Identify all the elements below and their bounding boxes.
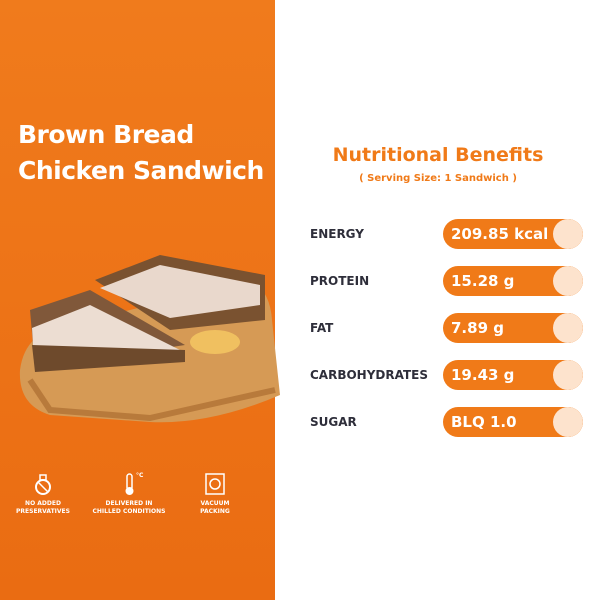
nutrient-label: PROTEIN [310, 274, 370, 288]
badge-label: CHILLED CONDITIONS [92, 508, 166, 515]
pill-cap [553, 266, 583, 296]
nutrition-heading: Nutritional Benefits [332, 144, 544, 166]
badge-label: NO ADDED [25, 500, 61, 507]
badge-label: PACKING [200, 508, 230, 515]
badge-icon [125, 473, 134, 495]
pill-cap [553, 219, 583, 249]
nutrient-label: SUGAR [310, 415, 357, 429]
badge-label: PRESERVATIVES [16, 508, 70, 515]
badge-icon-text: °C [136, 472, 144, 479]
pill-cap [553, 407, 583, 437]
badge-label: DELIVERED IN [105, 500, 153, 507]
pill-cap [553, 360, 583, 390]
product-title: Chicken Sandwich [18, 156, 264, 185]
nutrient-pill: 209.85 kcal [443, 219, 583, 249]
badge-label: VACUUM [200, 500, 230, 507]
product-title: Brown Bread [18, 120, 194, 149]
badge: °C DELIVERED IN CHILLED CONDITIONS [74, 470, 184, 516]
sandwich-image [19, 255, 280, 423]
badge-icon [205, 473, 225, 495]
badge: NO ADDED PRESERVATIVES [0, 470, 98, 516]
nutrient-value: 15.28 g [451, 272, 515, 290]
nutrient-pill: BLQ 1.0 [443, 407, 583, 437]
product-panel: Brown Bread Chicken Sandwich NO ADDED PRESE… [0, 0, 280, 600]
badge: VACUUM PACKING [160, 470, 270, 516]
nutrient-label: ENERGY [310, 227, 364, 241]
badge-icon [35, 474, 51, 495]
serving-size: ( Serving Size: 1 Sandwich ) [359, 173, 517, 184]
nutrient-label: CARBOHYDRATES [310, 368, 428, 382]
nutrient-label: FAT [310, 321, 334, 335]
pill-cap [553, 313, 583, 343]
nutrient-pill: 15.28 g [443, 266, 583, 296]
nutrient-pill: 19.43 g [443, 360, 583, 390]
nutrient-pill: 7.89 g [443, 313, 583, 343]
nutrient-value: 19.43 g [451, 366, 515, 384]
nutrient-value: 209.85 kcal [451, 225, 549, 243]
nutrient-value: BLQ 1.0 [451, 413, 517, 431]
nutrient-value: 7.89 g [451, 319, 504, 337]
